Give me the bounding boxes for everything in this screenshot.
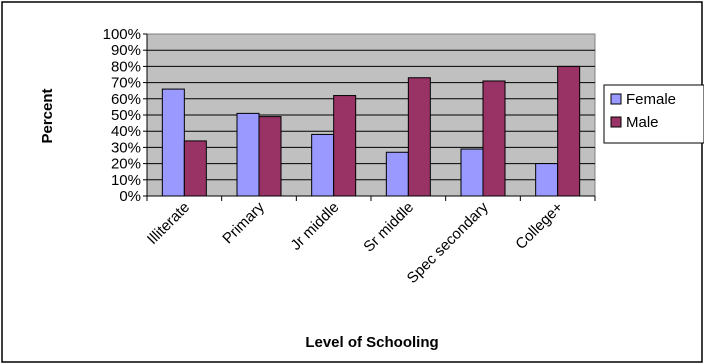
y-tick-label: 40%: [111, 123, 141, 140]
y-tick-label: 30%: [111, 139, 141, 156]
bar-female: [535, 163, 559, 197]
y-tick-label: 60%: [111, 91, 141, 108]
y-tick-label: 100%: [103, 26, 141, 43]
y-tick-label: 70%: [111, 75, 141, 92]
y-tick-labels: 0%10%20%30%40%50%60%70%80%90%100%: [103, 26, 141, 205]
legend: Female Male: [603, 84, 704, 144]
y-tick-label: 80%: [111, 58, 141, 75]
y-tick-label: 0%: [119, 188, 141, 205]
y-tick-label: 10%: [111, 172, 141, 189]
grid-lines: [147, 49, 595, 181]
y-tick-label: 20%: [111, 156, 141, 173]
y-tick-label: 90%: [111, 42, 141, 59]
bar-male: [183, 140, 207, 197]
bar-female: [460, 148, 484, 197]
legend-label-female: Female: [626, 91, 676, 108]
bars: [161, 65, 581, 197]
legend-swatch-male: [610, 116, 622, 128]
axes: [143, 33, 596, 201]
bar-female: [311, 133, 335, 197]
bar-male: [557, 65, 581, 197]
bar-female: [236, 112, 260, 197]
bar-female: [161, 88, 185, 197]
x-axis-label: Level of Schooling: [305, 334, 438, 351]
bar-male: [258, 116, 282, 197]
legend-label-male: Male: [626, 114, 659, 131]
bar-male: [333, 95, 357, 197]
legend-swatch-female: [610, 93, 622, 105]
bar-male: [407, 77, 431, 197]
y-tick-label: 50%: [111, 107, 141, 124]
y-axis-label: Percent: [39, 88, 56, 143]
bar-male: [482, 80, 506, 197]
bar-female: [385, 151, 409, 197]
